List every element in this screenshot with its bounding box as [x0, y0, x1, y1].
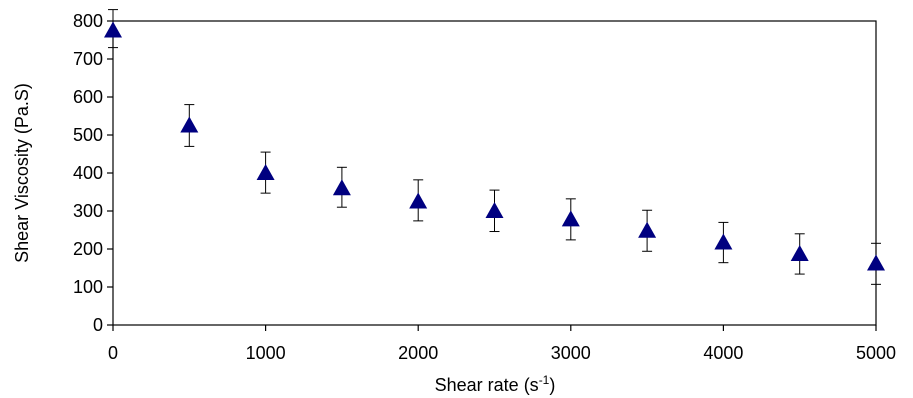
y-tick-label: 0	[93, 315, 103, 335]
x-tick-label: 3000	[551, 343, 591, 363]
plot-area	[112, 20, 877, 326]
x-tick-label: 0	[108, 343, 118, 363]
y-tick-label: 100	[73, 277, 103, 297]
data-point-triangle	[867, 254, 885, 271]
y-tick-label: 500	[73, 125, 103, 145]
y-axis-ticks: 0 100 200 300 400 500 600 700 800	[73, 11, 113, 335]
data-point-triangle	[638, 221, 657, 238]
data-markers	[104, 21, 885, 271]
x-tick-label: 1000	[246, 343, 286, 363]
x-axis-title-suffix: )	[549, 375, 555, 395]
y-tick-label: 800	[73, 11, 103, 31]
x-axis-title: Shear rate (s-1)	[435, 373, 556, 395]
y-tick-label: 700	[73, 49, 103, 69]
x-tick-label: 4000	[703, 343, 743, 363]
data-point-triangle	[104, 21, 122, 38]
x-tick-label: 5000	[856, 343, 896, 363]
y-tick-label: 200	[73, 239, 103, 259]
x-axis-title-main: Shear rate (s	[435, 375, 539, 395]
data-point-triangle	[409, 192, 428, 209]
data-point-triangle	[790, 244, 809, 261]
data-point-triangle	[256, 164, 275, 181]
data-point-triangle	[714, 233, 733, 250]
y-tick-label: 600	[73, 87, 103, 107]
data-point-triangle	[485, 202, 504, 219]
x-tick-label: 2000	[398, 343, 438, 363]
data-point-triangle	[332, 179, 351, 196]
y-axis-title: Shear Viscosity (Pa.S)	[12, 83, 32, 263]
y-tick-label: 300	[73, 201, 103, 221]
data-point-triangle	[561, 210, 580, 227]
data-point-triangle	[180, 116, 199, 133]
y-tick-label: 400	[73, 163, 103, 183]
x-axis-title-superscript: -1	[539, 373, 550, 387]
x-axis-ticks: 0 1000 2000 3000 4000 5000	[108, 325, 896, 363]
